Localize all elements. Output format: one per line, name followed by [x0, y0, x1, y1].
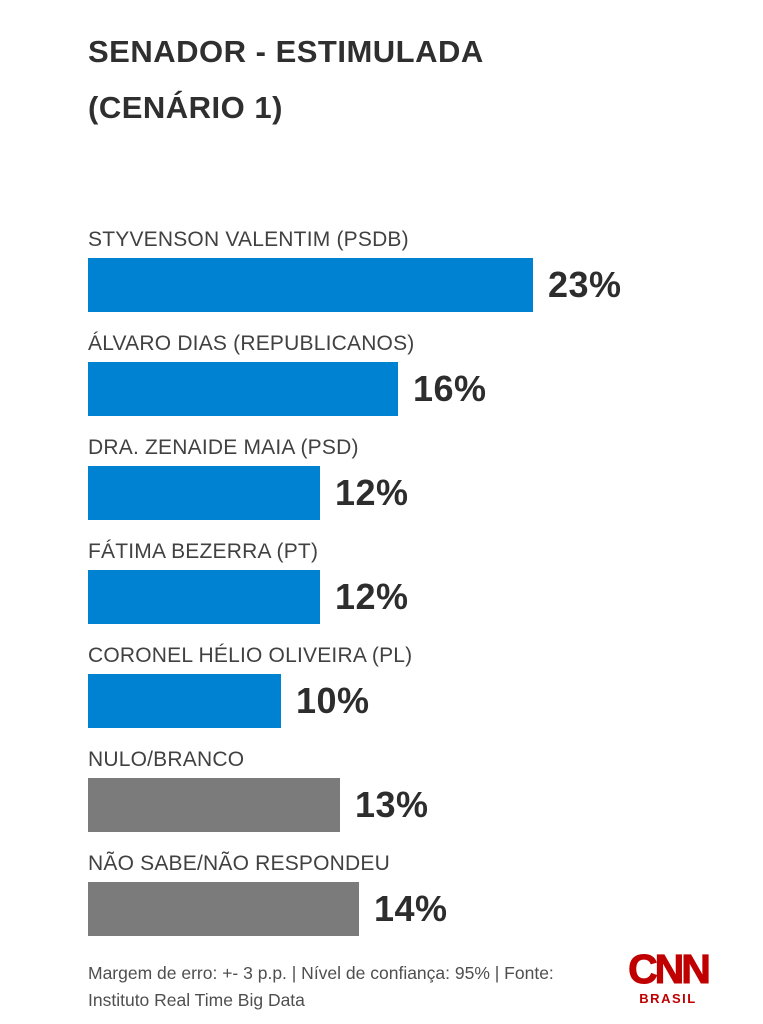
- value-label: 16%: [413, 368, 487, 409]
- value-label: 14%: [374, 888, 448, 929]
- chart-row: DRA. ZENAIDE MAIA (PSD) 12%: [88, 437, 748, 520]
- chart-row: CORONEL HÉLIO OLIVEIRA (PL) 10%: [88, 645, 748, 728]
- footnote-line2: Instituto Real Time Big Data: [88, 990, 305, 1010]
- footnote-line1: Margem de erro: +- 3 p.p. | Nível de con…: [88, 963, 554, 983]
- chart-title-line1: SENADOR - ESTIMULADA: [88, 34, 484, 69]
- bar-line: 13%: [88, 778, 748, 832]
- bar-line: 12%: [88, 466, 748, 520]
- bar-chart-rows: STYVENSON VALENTIM (PSDB) 23% ÁLVARO DIA…: [88, 229, 748, 936]
- candidate-label: DRA. ZENAIDE MAIA (PSD): [88, 436, 359, 459]
- bar-line: 14%: [88, 882, 748, 936]
- value-label: 13%: [355, 784, 429, 825]
- candidate-label: NULO/BRANCO: [88, 748, 245, 771]
- cnn-brasil-logo: CNN BRASIL: [618, 946, 718, 1007]
- chart-row: NULO/BRANCO 13%: [88, 749, 748, 832]
- candidate-label: STYVENSON VALENTIM (PSDB): [88, 228, 409, 251]
- chart-row: NÃO SABE/NÃO RESPONDEU 14%: [88, 853, 748, 936]
- candidate-label: CORONEL HÉLIO OLIVEIRA (PL): [88, 644, 413, 667]
- bar-line: 16%: [88, 362, 748, 416]
- bar: [88, 362, 398, 416]
- value-label: 10%: [296, 680, 370, 721]
- chart-title: SENADOR - ESTIMULADA (CENÁRIO 1): [88, 24, 484, 136]
- bar: [88, 882, 359, 936]
- bar: [88, 466, 320, 520]
- bar-chart: STYVENSON VALENTIM (PSDB) 23% ÁLVARO DIA…: [88, 229, 748, 957]
- candidate-label: FÁTIMA BEZERRA (PT): [88, 540, 319, 563]
- bar-line: 10%: [88, 674, 748, 728]
- cnn-logo-region: BRASIL: [639, 991, 697, 1006]
- value-label: 12%: [335, 576, 409, 617]
- bar-line: 23%: [88, 258, 748, 312]
- bar: [88, 570, 320, 624]
- bar: [88, 258, 533, 312]
- bar: [88, 674, 281, 728]
- candidate-label: ÁLVARO DIAS (REPUBLICANOS): [88, 332, 415, 355]
- value-label: 23%: [548, 264, 622, 305]
- chart-row: FÁTIMA BEZERRA (PT) 12%: [88, 541, 748, 624]
- bar-line: 12%: [88, 570, 748, 624]
- bar: [88, 778, 340, 832]
- cnn-logo-text: CNN: [628, 946, 712, 992]
- chart-row: STYVENSON VALENTIM (PSDB) 23%: [88, 229, 748, 312]
- candidate-label: NÃO SABE/NÃO RESPONDEU: [88, 852, 390, 875]
- chart-row: ÁLVARO DIAS (REPUBLICANOS) 16%: [88, 333, 748, 416]
- chart-title-line2: (CENÁRIO 1): [88, 90, 283, 125]
- value-label: 12%: [335, 472, 409, 513]
- methodology-footnote: Margem de erro: +- 3 p.p. | Nível de con…: [88, 960, 608, 1014]
